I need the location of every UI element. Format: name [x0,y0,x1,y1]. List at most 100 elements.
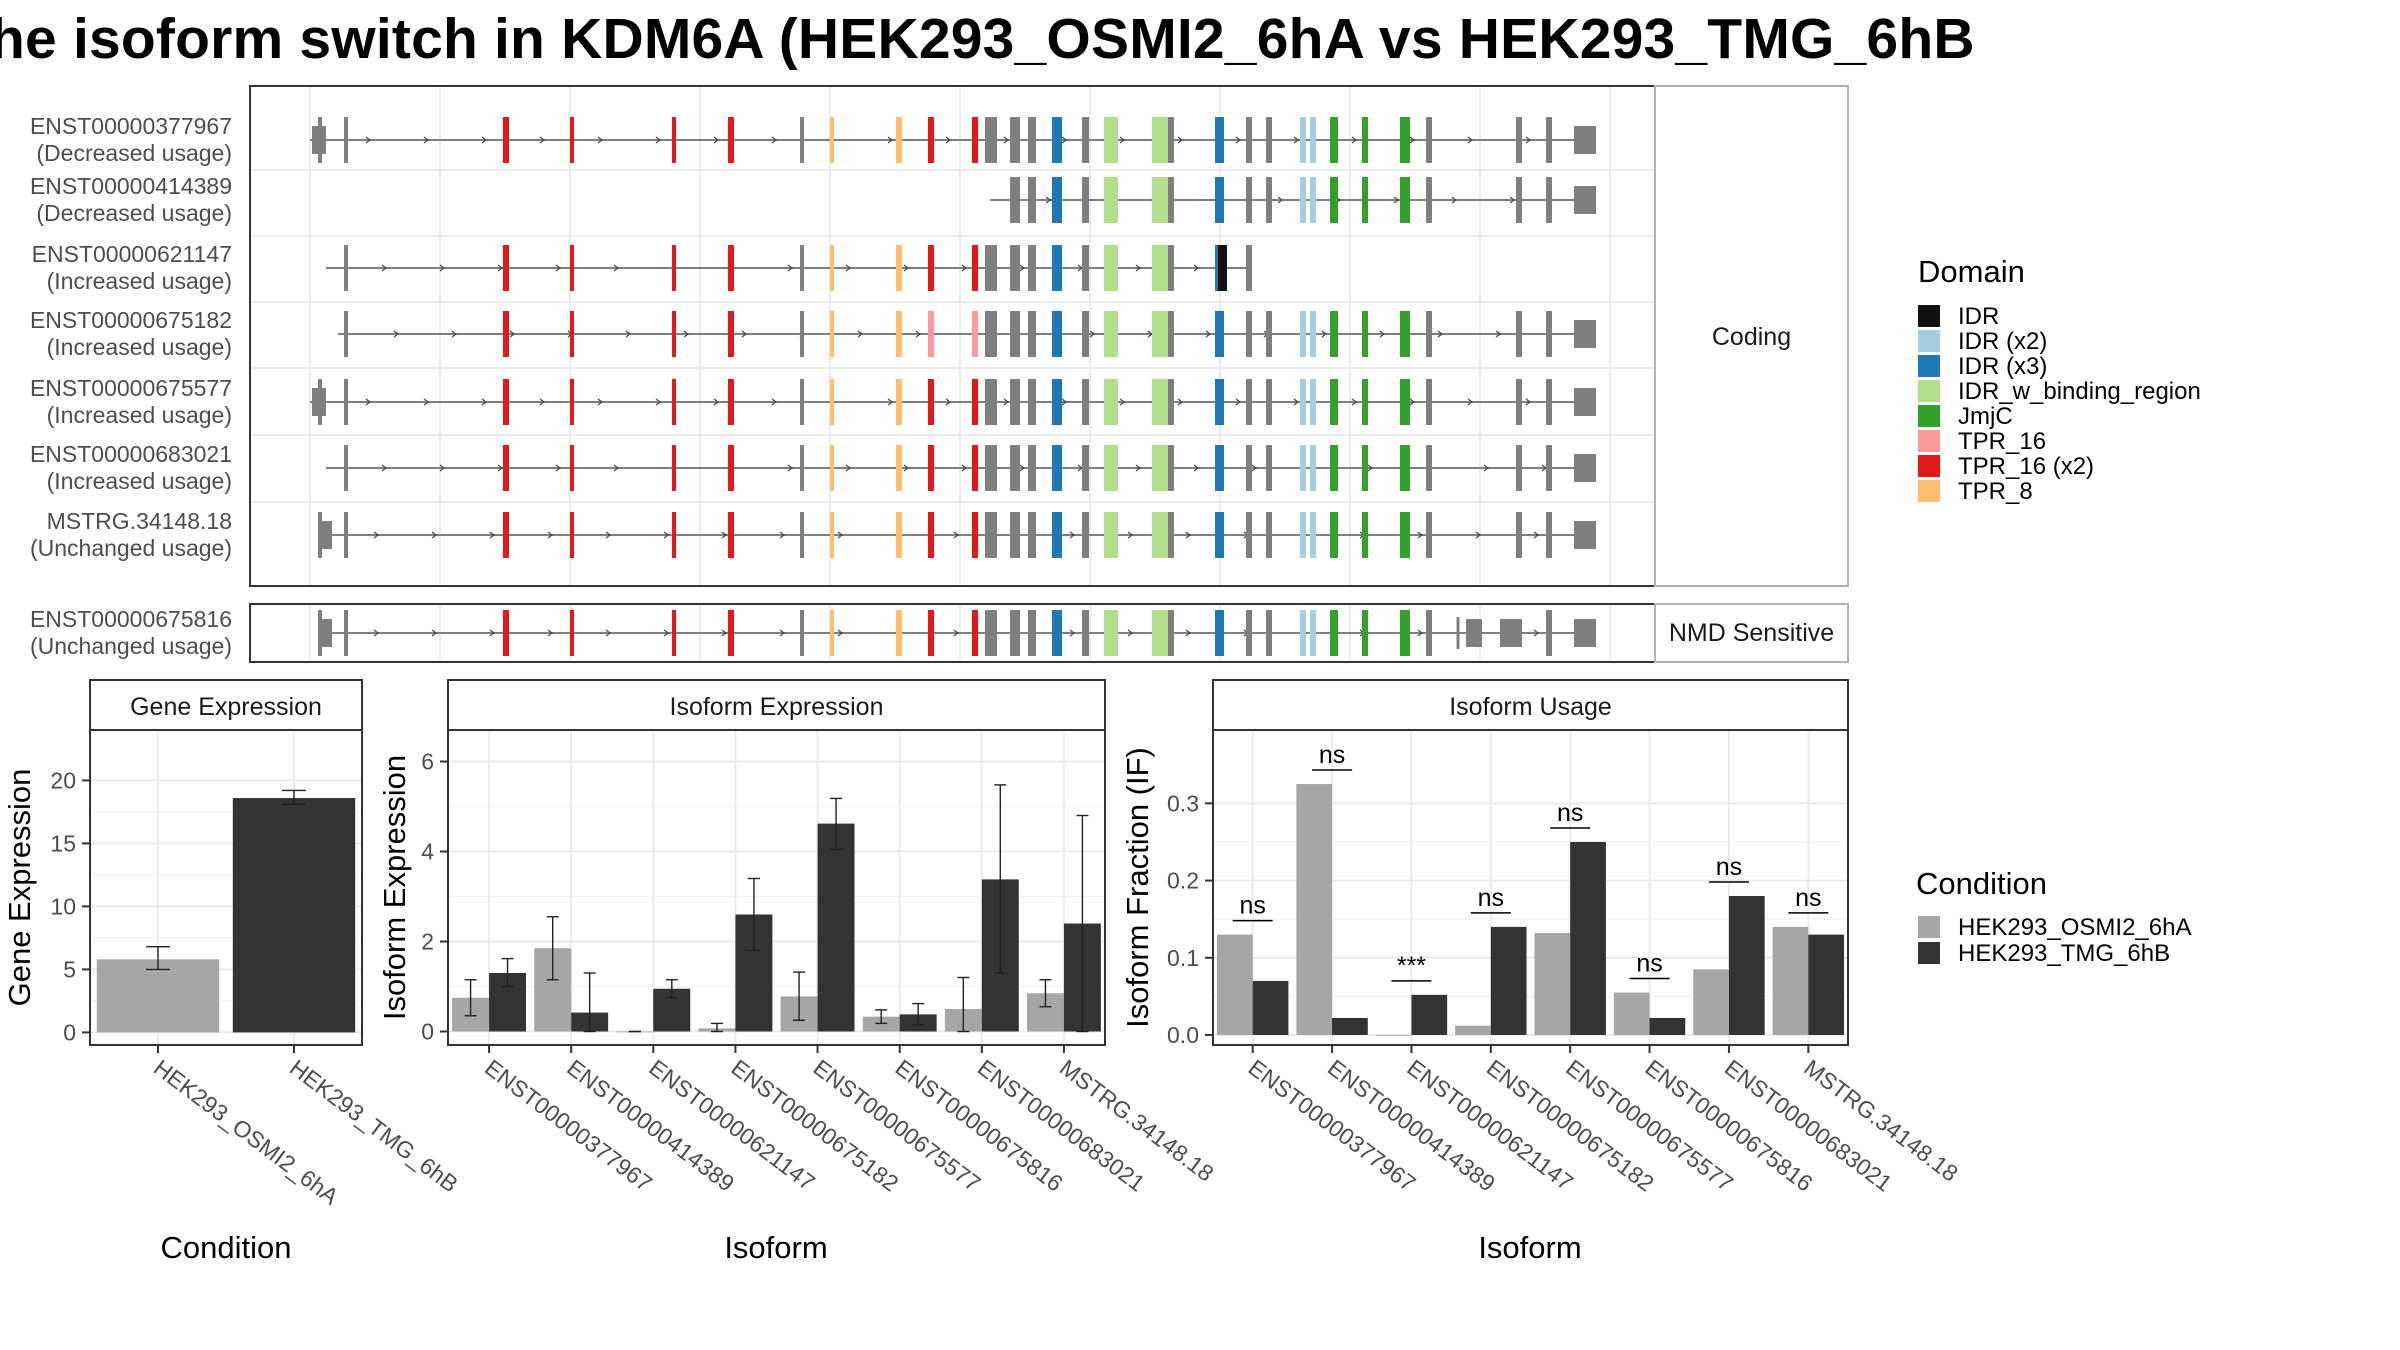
panel-strip [1212,679,1849,731]
strand-arrow [1061,398,1067,406]
strand-arrow [1475,531,1481,539]
y-tick-label: 0.2 [1167,868,1199,894]
strand-arrow [1483,464,1489,472]
domain-exon [1310,512,1316,558]
domain-exon [972,311,978,357]
domain-exon [1362,311,1368,357]
strand-arrow [771,398,777,406]
exon [1516,117,1522,163]
domain-exon [1300,311,1306,357]
bar [1411,994,1448,1035]
exon [1010,445,1020,491]
exon [1168,245,1174,291]
strand-arrow [555,264,561,272]
domain-exon [1310,445,1316,491]
exon [1574,388,1596,416]
transcript-structure-panel: ENST00000377967(Decreased usage)ENST0000… [30,85,1849,663]
domain-exon [928,512,934,558]
exon [1028,177,1036,223]
strand-arrow [741,330,747,338]
transcript-usage-label: (Decreased usage) [36,200,232,226]
bar [1728,895,1765,1035]
strand-arrow [1119,136,1125,144]
exon [1466,619,1482,647]
exon [1426,610,1432,656]
panel-strip-title: Gene Expression [130,693,322,721]
domain-exon [728,245,734,291]
domain-exon [1362,512,1368,558]
transcript-usage-label: (Decreased usage) [36,140,232,166]
strand-arrow [597,136,603,144]
strand-arrow [1019,264,1025,272]
exon [1010,177,1020,223]
strand-arrow [953,629,959,637]
domain-exon [1400,311,1410,357]
exon [1082,311,1089,357]
domain-exon [896,311,902,357]
isoform-usage-chart: ns ns *** ns ns ns ns ns Isoform Usage 0.0 0.1 0.2 0… [1120,679,1963,1265]
exon [1010,311,1020,357]
exon [800,445,804,491]
strand-arrow [721,629,727,637]
strand-arrow [1533,531,1539,539]
domain-exon [1052,245,1062,291]
domain-exon [1362,610,1368,656]
domain-exon [1330,445,1338,491]
domain-exon [728,379,734,425]
strand-arrow [1417,629,1423,637]
bar [1375,1034,1412,1036]
significance-label: ns [1557,799,1583,827]
y-tick-label: 5 [63,956,76,982]
bar [1296,784,1333,1035]
exon [318,512,322,558]
strand-arrow [1205,330,1211,338]
y-axis-title: Gene Expression [2,769,37,1007]
exon [1516,379,1522,425]
strand-arrow [663,531,669,539]
domain-exon [1330,311,1338,357]
condition-legend-swatch [1918,942,1940,964]
transcript-id-label: ENST00000414389 [30,173,232,199]
strand-arrow [1451,196,1457,204]
exon [1266,311,1272,357]
domain-exon [1330,610,1338,656]
exon [1246,311,1252,357]
domain-exon [728,311,734,357]
domain-exon [1152,245,1170,291]
strand-arrow [431,629,437,637]
domain-exon [1300,445,1306,491]
strand-arrow [713,136,719,144]
strand-arrow [509,330,515,338]
exon [1546,177,1552,223]
domain-exon [1400,610,1410,656]
bar [232,798,356,1033]
nmd-strip-label: NMD Sensitive [1669,619,1834,647]
domain-exon [1052,177,1062,223]
exon [1500,619,1522,647]
strand-arrow [547,629,553,637]
domain-exon [570,311,574,357]
domain-exon [1052,445,1062,491]
domain-exon [672,610,676,656]
strand-arrow [1495,330,1501,338]
strand-arrow [1293,136,1299,144]
strand-arrow [481,398,487,406]
domain-exon [570,512,574,558]
exon [1028,117,1036,163]
domain-exon [830,445,834,491]
strand-arrow [1509,196,1515,204]
exon [344,445,348,491]
bar [1216,934,1253,1035]
strand-arrow [1417,531,1423,539]
strand-arrow [1251,464,1257,472]
exon [1082,379,1089,425]
domain-exon [1152,117,1170,163]
domain-exon [928,117,934,163]
exon [1168,512,1174,558]
strand-arrow [489,629,495,637]
domain-exon [503,117,509,163]
exon [1082,177,1089,223]
domain-exon [1215,379,1224,425]
